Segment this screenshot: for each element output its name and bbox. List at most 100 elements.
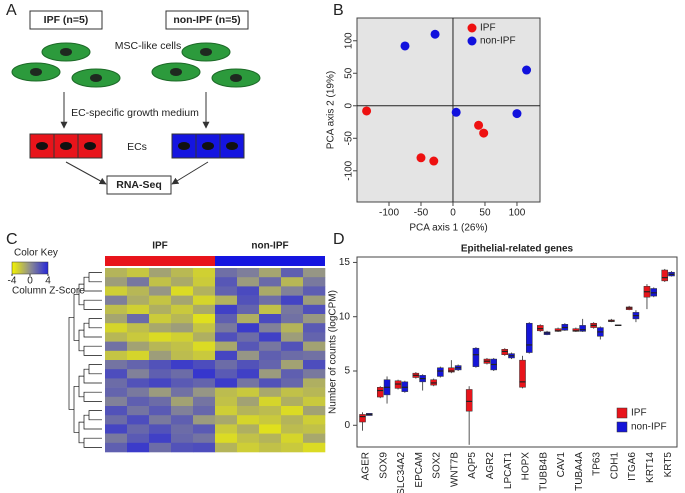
- heatmap-cell: [127, 360, 150, 370]
- heatmap-cell: [303, 314, 326, 324]
- heatmap-cell: [127, 332, 150, 342]
- y-tick-label: 5: [344, 366, 350, 377]
- heatmap-cell: [149, 387, 172, 398]
- heatmap-cell: [281, 360, 304, 370]
- heatmap-cell: [237, 387, 260, 398]
- group-label: IPF (n=5): [44, 14, 89, 26]
- colorbar-tick-label: 0: [27, 276, 33, 287]
- dendrogram: [68, 272, 102, 448]
- heatmap-cell: [215, 286, 238, 296]
- heatmap-cell: [303, 341, 326, 352]
- heatmap-cell: [215, 378, 238, 388]
- heatmap-cell: [193, 433, 216, 444]
- diagram: IPF (n=5) non-IPF (n=5) MSC-like cells E…: [11, 10, 261, 195]
- y-tick-label: 100: [344, 32, 355, 49]
- heatmap-cell: [259, 396, 282, 407]
- x-tick-label: SOX9: [378, 452, 389, 479]
- heatmap-cell: [105, 378, 128, 388]
- heatmap-cell: [303, 350, 326, 361]
- heatmap-cell: [259, 442, 282, 453]
- heatmap-cell: [259, 387, 282, 398]
- heatmap-cell: [127, 433, 150, 444]
- dendrogram-branch: [83, 299, 102, 310]
- heatmap-cell: [149, 406, 172, 416]
- x-tick-label: SOX2: [432, 452, 443, 479]
- heatmap-cell: [105, 341, 128, 352]
- dendrogram-branch: [73, 294, 79, 341]
- heatmap-cell: [215, 295, 238, 306]
- heatmap-cell: [237, 350, 260, 361]
- heatmap-cell: [171, 424, 194, 434]
- heatmap-cell: [237, 323, 260, 333]
- dendrogram-branch: [83, 437, 102, 448]
- group-label: IPF: [152, 241, 168, 252]
- box: [448, 367, 455, 373]
- heatmap-cell: [215, 360, 238, 370]
- y-tick-label: 50: [344, 67, 355, 79]
- heatmap-cell: [127, 341, 150, 352]
- heatmap-cell: [259, 378, 282, 388]
- heatmap-cell: [215, 387, 238, 398]
- heatmap-cell: [193, 286, 216, 296]
- group-label: non-IPF (n=5): [173, 14, 240, 26]
- heatmap-cell: [149, 341, 172, 352]
- x-tick-label: ITGA6: [627, 452, 638, 481]
- colorbar: [11, 261, 49, 275]
- point: [430, 29, 440, 39]
- dendrogram-branch: [83, 322, 102, 338]
- heatmap-cell: [215, 369, 238, 379]
- heatmap-cell: [259, 350, 282, 361]
- heatmap-cell: [171, 332, 194, 342]
- heatmap-cell: [171, 314, 194, 324]
- heatmap-cell: [127, 406, 150, 416]
- heatmap-cell: [215, 341, 238, 352]
- point: [400, 41, 410, 51]
- heatmap-cell: [193, 277, 216, 287]
- heatmap-cell: [215, 277, 238, 287]
- group-bar: [105, 256, 215, 266]
- colorbar-tick-label: -4: [8, 276, 17, 287]
- heatmap-cell: [303, 424, 326, 434]
- heatmap-cell: [237, 442, 260, 453]
- dendrogram-branch: [88, 364, 102, 375]
- heatmap-cell: [171, 304, 194, 315]
- group-bar: [215, 256, 325, 266]
- heatmap-cell: [149, 396, 172, 407]
- heatmap-cell: [303, 433, 326, 444]
- heatmap-cell: [215, 314, 238, 324]
- plot-background: [356, 17, 541, 203]
- heatmap-cell: [193, 295, 216, 306]
- dendrogram-branch: [83, 276, 102, 292]
- heatmap-cell: [259, 341, 282, 352]
- heatmap-cell: [171, 442, 194, 453]
- group-box: [165, 10, 249, 30]
- y-tick-label: 10: [339, 311, 351, 322]
- heatmap-cell: [193, 396, 216, 407]
- point: [451, 107, 461, 117]
- heatmap-cell: [127, 323, 150, 333]
- heatmap-cell: [281, 323, 304, 333]
- heatmap-cell: [105, 314, 128, 324]
- heatmap-cell: [303, 332, 326, 342]
- heatmap-cell: [193, 406, 216, 416]
- medium-label: EC-specific growth medium: [71, 107, 199, 119]
- heatmap-cell: [105, 332, 128, 342]
- point: [522, 65, 532, 75]
- heatmap-cell: [105, 286, 128, 296]
- heatmap-cell: [193, 415, 216, 425]
- heatmap-cell: [127, 387, 150, 398]
- point: [479, 128, 489, 138]
- x-tick-label: SLC34A2: [396, 452, 407, 493]
- heatmap-cell: [193, 304, 216, 315]
- x-tick-label: TP63: [592, 452, 603, 476]
- box: [579, 325, 586, 332]
- heatmap-cell: [127, 277, 150, 287]
- heatmap-cell: [303, 387, 326, 398]
- group-box: [29, 10, 103, 30]
- heatmap-cell: [193, 360, 216, 370]
- heatmap-cell: [127, 369, 150, 379]
- heatmap-cell: [149, 268, 172, 278]
- x-tick-label: CDH1: [609, 452, 620, 480]
- x-tick-label: KRT14: [645, 452, 656, 483]
